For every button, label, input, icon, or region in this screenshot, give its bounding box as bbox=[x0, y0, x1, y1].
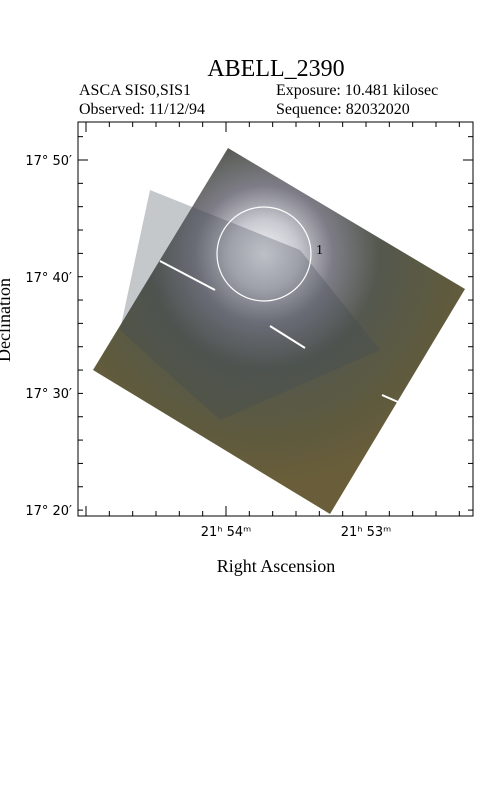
y-tick-label: 17° 50′ bbox=[25, 154, 72, 169]
gap bbox=[269, 325, 306, 349]
region-circle bbox=[216, 206, 312, 302]
y-tick-label: 17° 40′ bbox=[25, 271, 72, 286]
sequence: Sequence: 82032020 bbox=[276, 101, 410, 118]
title: ABELL_2390 bbox=[207, 56, 344, 82]
observed: Observed: 11/12/94 bbox=[79, 101, 205, 118]
image-texture bbox=[120, 190, 380, 420]
exposure: Exposure: 10.481 kilosec bbox=[276, 82, 438, 99]
x-axis-label: Right Ascension bbox=[217, 556, 336, 576]
gap bbox=[159, 260, 216, 291]
y-tick-label: 17° 30′ bbox=[25, 387, 72, 402]
x-tick-label: 21ʰ 53ᵐ bbox=[341, 525, 392, 540]
x-tick-label: 21ʰ 54ᵐ bbox=[201, 525, 252, 540]
instrument: ASCA SIS0,SIS1 bbox=[79, 82, 191, 99]
region-label: 1 bbox=[316, 243, 323, 258]
gap bbox=[381, 394, 399, 403]
ticks bbox=[78, 122, 473, 516]
y-tick-label: 17° 20′ bbox=[25, 504, 72, 519]
y-axis-label: Declination bbox=[0, 278, 14, 362]
frame bbox=[77, 121, 474, 517]
